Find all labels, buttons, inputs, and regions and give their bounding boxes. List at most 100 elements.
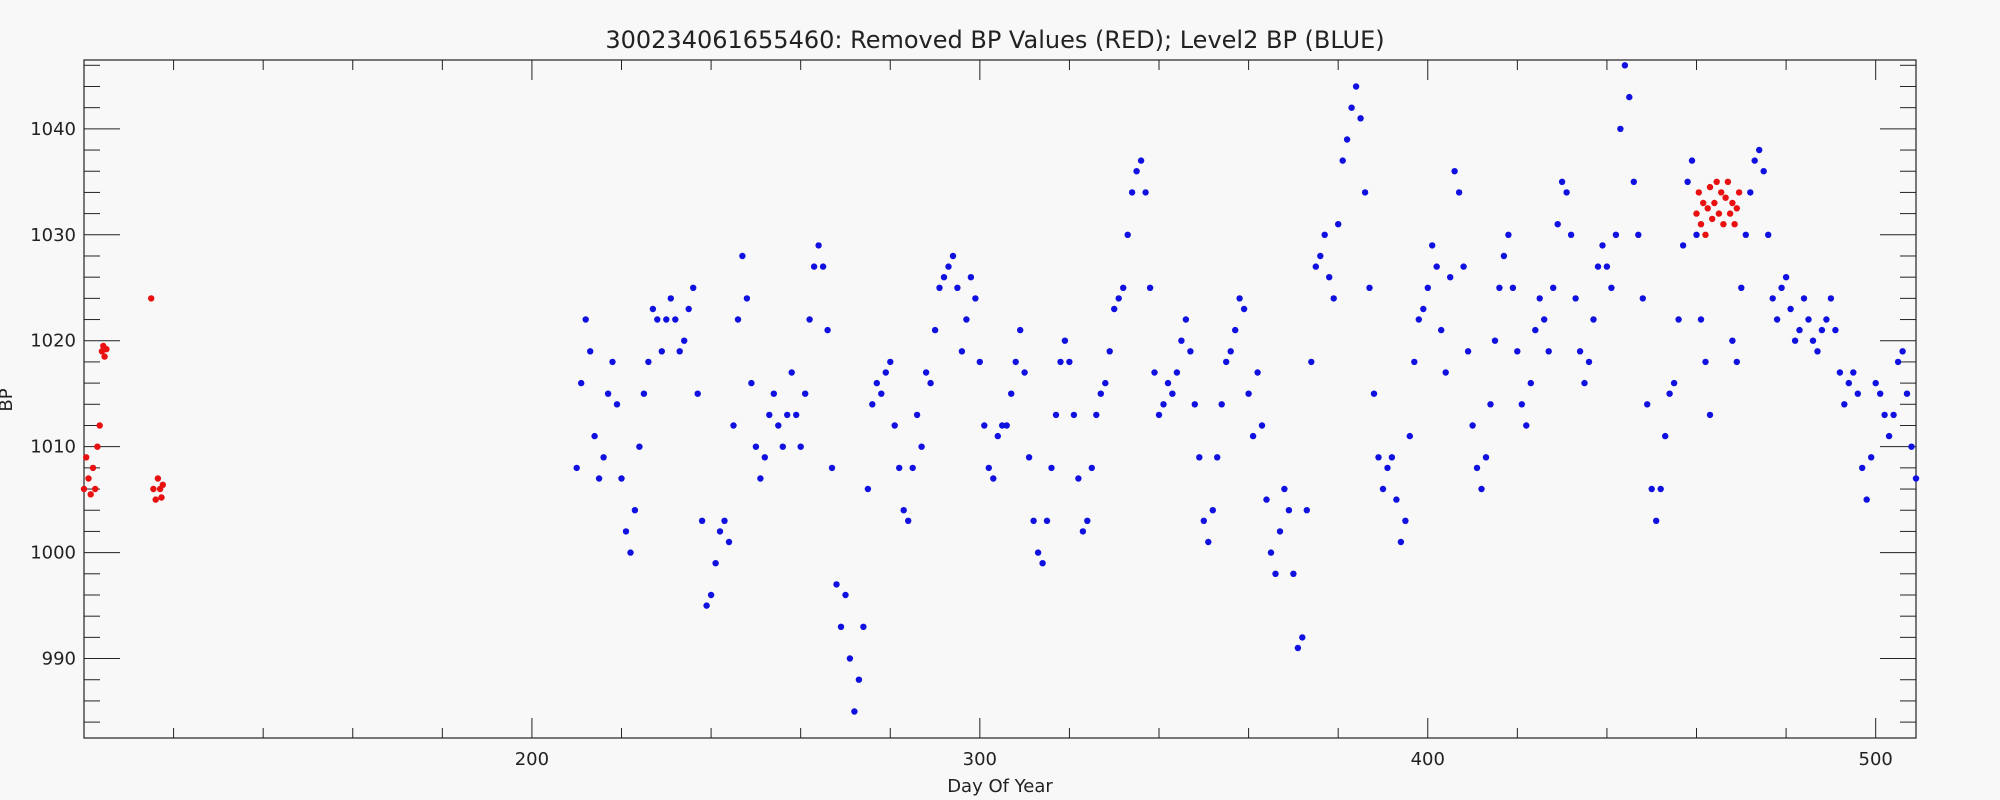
blue-data-point <box>1276 528 1284 535</box>
red-data-point <box>94 443 101 450</box>
blue-data-point <box>600 454 607 461</box>
blue-data-point <box>609 358 616 366</box>
blue-data-point <box>905 517 912 524</box>
blue-data-point <box>837 623 845 630</box>
blue-data-point <box>725 538 733 546</box>
blue-data-point <box>1693 231 1700 238</box>
blue-data-point <box>927 379 934 387</box>
blue-data-point <box>1317 252 1324 260</box>
blue-data-point <box>1128 189 1136 196</box>
blue-data-point <box>1249 432 1257 440</box>
blue-data-point <box>1079 528 1087 535</box>
blue-data-point <box>1688 157 1696 164</box>
blue-data-point <box>949 252 957 260</box>
blue-data-point <box>1733 358 1741 366</box>
blue-data-point <box>1012 358 1019 366</box>
red-data-point <box>1715 210 1723 217</box>
blue-data-point <box>1608 284 1615 291</box>
blue-data-point <box>1567 231 1575 238</box>
blue-data-point <box>1845 379 1853 387</box>
blue-data-point <box>721 517 728 524</box>
blue-data-point <box>788 369 795 376</box>
red-data-point <box>103 346 110 353</box>
blue-data-point <box>1464 348 1472 355</box>
red-data-point <box>92 485 99 493</box>
red-data-point <box>1731 221 1738 228</box>
blue-data-point <box>1084 517 1091 524</box>
blue-data-point <box>1706 411 1714 419</box>
blue-data-point <box>1232 326 1239 334</box>
red-data-point <box>96 422 103 429</box>
blue-data-point <box>672 316 679 323</box>
blue-data-point <box>1160 401 1167 408</box>
blue-data-point <box>1388 454 1396 461</box>
blue-data-point <box>922 369 930 376</box>
blue-data-point <box>1747 189 1754 196</box>
blue-data-point <box>1093 411 1100 419</box>
blue-data-point <box>1585 358 1593 366</box>
blue-data-point <box>1003 422 1010 429</box>
blue-data-point <box>1057 358 1064 366</box>
x-tick-label: 300 <box>963 749 997 770</box>
blue-data-point <box>604 390 612 397</box>
blue-data-point <box>1438 326 1445 334</box>
blue-data-point <box>940 274 948 281</box>
blue-data-point <box>654 316 661 323</box>
blue-data-point <box>1052 411 1060 419</box>
blue-data-point <box>1536 295 1543 302</box>
blue-data-point <box>1478 485 1485 493</box>
red-data-point <box>1718 189 1725 196</box>
blue-data-point <box>1146 284 1154 291</box>
blue-data-point <box>1805 316 1812 323</box>
blue-data-point <box>1191 401 1199 408</box>
blue-data-point <box>1594 263 1602 270</box>
x-axis-label: Day Of Year <box>947 776 1053 797</box>
blue-data-point <box>1505 231 1512 238</box>
blue-data-point <box>640 390 648 397</box>
blue-data-point <box>1008 390 1015 397</box>
blue-data-point <box>1863 496 1870 503</box>
blue-data-point <box>1473 464 1481 472</box>
blue-data-point <box>864 485 872 493</box>
blue-data-point <box>1411 358 1418 366</box>
blue-data-point <box>681 337 688 344</box>
y-tick-label: 1040 <box>30 119 76 140</box>
blue-data-point <box>1818 326 1826 334</box>
red-data-point <box>1720 221 1727 228</box>
blue-data-point <box>1155 411 1163 419</box>
red-data-point <box>1711 199 1718 207</box>
blue-data-point <box>1814 348 1821 355</box>
blue-data-point <box>815 242 822 249</box>
blue-data-point <box>1455 189 1463 196</box>
blue-data-point <box>1066 358 1073 366</box>
blue-data-point <box>582 316 589 323</box>
blue-data-point <box>1881 411 1888 419</box>
blue-data-point <box>1196 454 1203 461</box>
red-data-point <box>1706 183 1714 191</box>
blue-data-point <box>1303 507 1311 514</box>
blue-data-point <box>1603 263 1611 270</box>
blue-data-point <box>1200 517 1208 524</box>
blue-data-point <box>1514 348 1521 355</box>
red-data-point <box>1733 205 1741 212</box>
blue-data-point <box>743 295 751 302</box>
blue-data-point <box>1151 369 1158 376</box>
blue-data-point <box>976 358 983 366</box>
blue-data-point <box>1670 379 1678 387</box>
blue-data-point <box>779 443 786 450</box>
axis-ticks: 200 300 400 500 990 1000 1010 1020 1030 1040 <box>30 60 1916 770</box>
blue-data-point <box>1178 337 1185 344</box>
blue-data-point <box>1102 379 1109 387</box>
red-data-point <box>1702 231 1709 238</box>
blue-data-point <box>1599 242 1606 249</box>
blue-data-point <box>1352 83 1360 90</box>
y-tick-label: 990 <box>42 649 76 670</box>
blue-data-point <box>1290 570 1297 577</box>
blue-data-point <box>833 581 840 588</box>
blue-data-point <box>1729 337 1736 344</box>
blue-data-point <box>1420 305 1427 313</box>
blue-data-point <box>1209 507 1217 514</box>
blue-data-point <box>1581 379 1588 387</box>
blue-data-point <box>1025 454 1033 461</box>
blue-data-point <box>1558 178 1566 185</box>
